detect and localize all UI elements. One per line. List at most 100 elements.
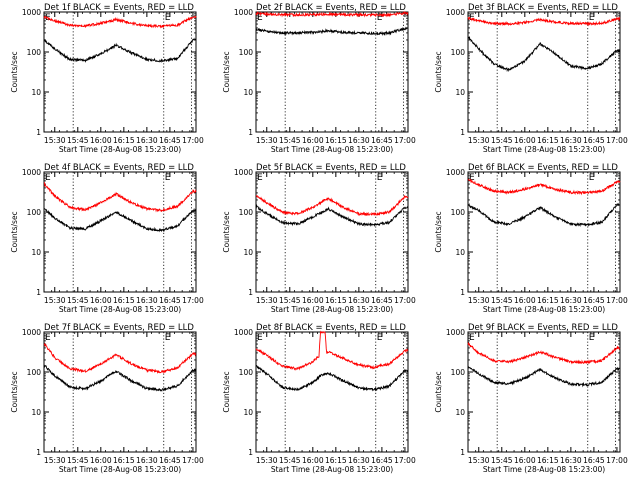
- panel-title: Det 7f BLACK = Events, RED = LLD: [44, 323, 194, 333]
- x-tick-label: 15:45: [67, 136, 89, 145]
- x-tick-label: 17:00: [394, 296, 416, 305]
- event-marker-label: E: [377, 333, 383, 343]
- x-tick-label: 16:30: [560, 296, 582, 305]
- y-tick-label: 1: [36, 288, 41, 297]
- series-line-lld: [255, 11, 409, 18]
- panel-title: Det 8f BLACK = Events, RED = LLD: [256, 323, 406, 333]
- y-axis-label: Counts/sec: [222, 371, 231, 412]
- x-tick-label: 17:00: [394, 136, 416, 145]
- y-tick-label: 10: [455, 408, 465, 417]
- event-marker-label: E: [257, 173, 263, 183]
- series-line-lld: [43, 15, 197, 29]
- x-tick-label: 17:00: [182, 456, 204, 465]
- event-marker-label: E: [377, 13, 383, 23]
- x-axis-label: Start Time (28-Aug-08 15:23:00): [271, 305, 393, 314]
- event-marker-label: E: [45, 173, 51, 183]
- x-tick-label: 15:45: [67, 296, 89, 305]
- x-axis-label: Start Time (28-Aug-08 15:23:00): [271, 145, 393, 154]
- x-tick-label: 15:45: [491, 296, 513, 305]
- x-tick-label: 15:45: [279, 296, 301, 305]
- x-tick-label: 16:15: [113, 136, 135, 145]
- x-tick-label: 16:45: [371, 456, 393, 465]
- x-tick-label: 16:45: [159, 136, 181, 145]
- panel-title: Det 3f BLACK = Events, RED = LLD: [468, 3, 618, 13]
- y-tick-label: 1000: [446, 328, 465, 337]
- y-tick-label: 100: [239, 368, 254, 377]
- x-tick-label: 16:00: [514, 136, 536, 145]
- x-axis-label: Start Time (28-Aug-08 15:23:00): [483, 145, 605, 154]
- y-tick-label: 1: [248, 288, 253, 297]
- x-tick-label: 15:45: [491, 456, 513, 465]
- x-tick-label: 16:30: [136, 456, 158, 465]
- series-line-events: [255, 364, 409, 392]
- y-tick-label: 1000: [234, 8, 253, 17]
- plot-frame: [467, 171, 621, 293]
- panel-2: Det 2f BLACK = Events, RED = LLD 1 10 100 10…: [222, 3, 416, 154]
- x-tick-label: 16:15: [113, 456, 135, 465]
- x-tick-label: 16:00: [302, 296, 324, 305]
- x-axis-label: Start Time (28-Aug-08 15:23:00): [59, 145, 181, 154]
- plot-frame: [43, 11, 197, 133]
- x-tick-label: 16:15: [537, 296, 559, 305]
- x-tick-label: 17:00: [394, 456, 416, 465]
- y-tick-label: 10: [243, 248, 253, 257]
- y-tick-label: 100: [239, 48, 254, 57]
- event-marker-label: E: [469, 173, 475, 183]
- panel-4: Det 4f BLACK = Events, RED = LLD 1 10 100 10…: [10, 163, 204, 314]
- x-tick-label: 16:30: [136, 296, 158, 305]
- y-tick-label: 100: [451, 48, 466, 57]
- x-tick-label: 16:45: [583, 456, 605, 465]
- plot-frame: [43, 171, 197, 293]
- event-marker-label: E: [45, 333, 51, 343]
- x-tick-label: 16:45: [371, 136, 393, 145]
- y-tick-label: 1: [460, 288, 465, 297]
- x-tick-label: 16:00: [90, 296, 112, 305]
- y-tick-label: 1: [36, 128, 41, 137]
- event-marker-label: E: [589, 333, 595, 343]
- x-axis-label: Start Time (28-Aug-08 15:23:00): [271, 465, 393, 474]
- y-tick-label: 100: [27, 368, 42, 377]
- y-tick-label: 1: [248, 128, 253, 137]
- series-line-events: [43, 364, 197, 392]
- event-marker-label: E: [589, 13, 595, 23]
- y-tick-label: 1000: [22, 168, 41, 177]
- y-axis-label: Counts/sec: [10, 51, 19, 92]
- x-tick-label: 15:45: [279, 456, 301, 465]
- series-line-events: [255, 204, 409, 228]
- x-tick-label: 16:45: [583, 136, 605, 145]
- event-marker-label: E: [469, 333, 475, 343]
- x-tick-label: 16:45: [159, 296, 181, 305]
- event-marker-label: E: [257, 13, 263, 23]
- panel-title: Det 6f BLACK = Events, RED = LLD: [468, 163, 618, 173]
- panel-title: Det 4f BLACK = Events, RED = LLD: [44, 163, 194, 173]
- x-tick-label: 15:30: [256, 136, 278, 145]
- x-axis-label: Start Time (28-Aug-08 15:23:00): [59, 305, 181, 314]
- panel-9: Det 9f BLACK = Events, RED = LLD 1 10 100 10…: [434, 323, 628, 474]
- series-line-lld: [43, 182, 197, 213]
- x-tick-label: 16:45: [371, 296, 393, 305]
- x-tick-label: 15:30: [468, 296, 490, 305]
- series-line-lld: [467, 16, 621, 27]
- event-marker-label: E: [165, 173, 171, 183]
- series-line-lld: [255, 194, 409, 217]
- x-tick-label: 15:30: [256, 296, 278, 305]
- x-tick-label: 15:30: [44, 136, 66, 145]
- series-line-events: [467, 202, 621, 228]
- x-tick-label: 15:45: [67, 456, 89, 465]
- x-axis-label: Start Time (28-Aug-08 15:23:00): [483, 465, 605, 474]
- x-tick-label: 16:30: [560, 456, 582, 465]
- panel-8: Det 8f BLACK = Events, RED = LLD 1 10 100 10…: [222, 323, 416, 474]
- plot-frame: [467, 11, 621, 133]
- x-tick-label: 16:45: [159, 456, 181, 465]
- panel-5: Det 5f BLACK = Events, RED = LLD 1 10 100 10…: [222, 163, 416, 314]
- x-tick-label: 17:00: [606, 136, 628, 145]
- y-axis-label: Counts/sec: [10, 211, 19, 252]
- event-marker-label: E: [165, 333, 171, 343]
- y-axis-label: Counts/sec: [434, 371, 443, 412]
- series-line-events: [43, 207, 197, 233]
- x-tick-label: 16:45: [583, 296, 605, 305]
- x-tick-label: 15:30: [44, 296, 66, 305]
- plot-frame: [43, 331, 197, 453]
- x-tick-label: 16:15: [113, 296, 135, 305]
- panel-7: Det 7f BLACK = Events, RED = LLD 1 10 100 10…: [10, 323, 204, 474]
